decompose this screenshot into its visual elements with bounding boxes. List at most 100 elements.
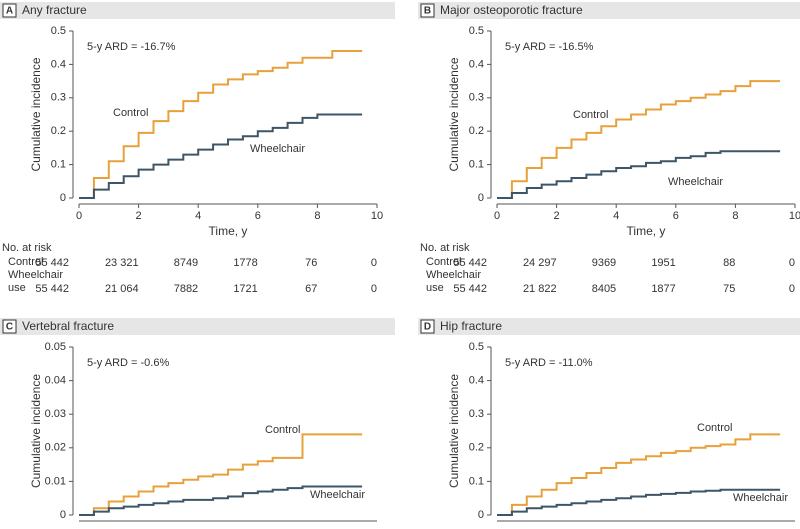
y-tick-label: 0.2 bbox=[51, 125, 66, 137]
panel-letter-box bbox=[420, 3, 435, 18]
series-line bbox=[497, 488, 781, 516]
x-tick-label: 0 bbox=[76, 210, 82, 222]
series-label: Wheelchair bbox=[250, 143, 305, 155]
panel-letter: D bbox=[424, 322, 431, 333]
x-tick-label: 4 bbox=[613, 210, 619, 222]
risk-value: 75 bbox=[723, 283, 735, 295]
risk-value: 1877 bbox=[651, 283, 675, 295]
y-tick-label: 0.4 bbox=[51, 58, 66, 70]
series-line bbox=[79, 113, 363, 199]
x-tick-label: 10 bbox=[371, 210, 383, 222]
risk-value: 1778 bbox=[233, 257, 257, 269]
series-label: Wheelchair bbox=[310, 489, 365, 501]
risk-row-label: Wheelchair use bbox=[8, 269, 64, 294]
y-tick-label: 0.2 bbox=[469, 125, 484, 137]
y-tick-label: 0.02 bbox=[45, 442, 66, 454]
series-line bbox=[79, 485, 363, 516]
y-tick-label: 0.3 bbox=[469, 92, 484, 104]
annotation: 5-y ARD = -11.0% bbox=[505, 357, 593, 369]
panel-title: Vertebral fracture bbox=[22, 319, 114, 333]
y-tick-label: 0.1 bbox=[51, 159, 66, 171]
risk-value: 55 442 bbox=[35, 283, 69, 295]
annotation: 5-y ARD = -0.6% bbox=[87, 357, 169, 369]
x-tick-label: 2 bbox=[136, 210, 142, 222]
y-tick-label: 0.5 bbox=[469, 25, 484, 37]
panel-header bbox=[418, 318, 800, 335]
x-tick-label: 8 bbox=[732, 210, 738, 222]
panel-title: Hip fracture bbox=[440, 319, 502, 333]
risk-title: No. at risk bbox=[2, 242, 52, 254]
risk-value: 9369 bbox=[592, 257, 616, 269]
risk-value: 21 064 bbox=[105, 283, 139, 295]
x-tick-label: 10 bbox=[789, 210, 800, 222]
y-axis-label: Cumulative incidence bbox=[29, 374, 43, 488]
y-tick-label: 0.3 bbox=[469, 408, 484, 420]
x-tick-label: 6 bbox=[255, 210, 261, 222]
risk-title: No. at risk bbox=[420, 242, 470, 254]
panel-header bbox=[0, 318, 395, 335]
y-tick-label: 0 bbox=[60, 509, 66, 521]
risk-value: 7882 bbox=[174, 283, 198, 295]
x-tick-label: 8 bbox=[314, 210, 320, 222]
series-line bbox=[497, 433, 781, 516]
risk-value: 55 442 bbox=[453, 283, 487, 295]
risk-value: 0 bbox=[371, 257, 377, 269]
x-axis-label: Time, y bbox=[627, 224, 666, 238]
risk-value: 0 bbox=[371, 283, 377, 295]
panel-letter-box bbox=[2, 3, 17, 18]
panel-letter: B bbox=[424, 6, 431, 17]
risk-value: 8749 bbox=[174, 257, 198, 269]
y-tick-label: 0.5 bbox=[469, 341, 484, 353]
risk-value: 21 822 bbox=[523, 283, 557, 295]
risk-value: 55 442 bbox=[35, 257, 69, 269]
y-axis-label: Cumulative incidence bbox=[29, 57, 43, 171]
risk-row-label: Wheelchair use bbox=[426, 269, 482, 294]
panel-header bbox=[0, 2, 395, 19]
risk-value: 76 bbox=[305, 257, 317, 269]
series-label: Wheelchair bbox=[733, 492, 788, 504]
risk-value: 1951 bbox=[651, 257, 675, 269]
series-line bbox=[79, 433, 363, 516]
panel-title: Any fracture bbox=[22, 3, 87, 17]
y-tick-label: 0 bbox=[478, 509, 484, 521]
risk-row-label: Control bbox=[8, 256, 44, 268]
y-tick-label: 0.3 bbox=[51, 92, 66, 104]
risk-value: 8405 bbox=[592, 283, 616, 295]
y-tick-label: 0.05 bbox=[45, 341, 66, 353]
x-tick-label: 2 bbox=[554, 210, 560, 222]
risk-value: 55 442 bbox=[453, 257, 487, 269]
panel-letter-box bbox=[420, 319, 435, 334]
x-tick-label: 0 bbox=[494, 210, 500, 222]
y-tick-label: 0 bbox=[60, 192, 66, 204]
risk-value: 23 321 bbox=[105, 257, 139, 269]
panel-title: Major osteoporotic fracture bbox=[440, 3, 583, 17]
series-label: Control bbox=[697, 422, 732, 434]
risk-value: 24 297 bbox=[523, 257, 557, 269]
series-line bbox=[497, 80, 781, 199]
y-tick-label: 0.4 bbox=[469, 375, 484, 387]
panel-letter-box bbox=[2, 319, 17, 334]
panel-letter: C bbox=[6, 322, 13, 333]
y-tick-label: 0.1 bbox=[469, 475, 484, 487]
x-axis-label: Time, y bbox=[209, 224, 248, 238]
x-tick-label: 4 bbox=[195, 210, 201, 222]
series-label: Wheelchair bbox=[668, 176, 723, 188]
annotation: 5-y ARD = -16.5% bbox=[505, 41, 594, 53]
y-tick-label: 0 bbox=[478, 192, 484, 204]
series-label: Control bbox=[265, 424, 300, 436]
y-axis-label: Cumulative incidence bbox=[447, 57, 461, 171]
series-label: Control bbox=[573, 109, 608, 121]
y-axis-label: Cumulative incidence bbox=[447, 374, 461, 488]
y-tick-label: 0.5 bbox=[51, 25, 66, 37]
y-tick-label: 0.03 bbox=[45, 408, 66, 420]
risk-value: 67 bbox=[305, 283, 317, 295]
y-tick-label: 0.2 bbox=[469, 442, 484, 454]
series-line bbox=[497, 150, 781, 199]
series-line bbox=[79, 50, 363, 199]
panel-header bbox=[418, 2, 800, 19]
series-label: Control bbox=[113, 107, 148, 119]
risk-value: 0 bbox=[789, 257, 795, 269]
annotation: 5-y ARD = -16.7% bbox=[87, 41, 176, 53]
